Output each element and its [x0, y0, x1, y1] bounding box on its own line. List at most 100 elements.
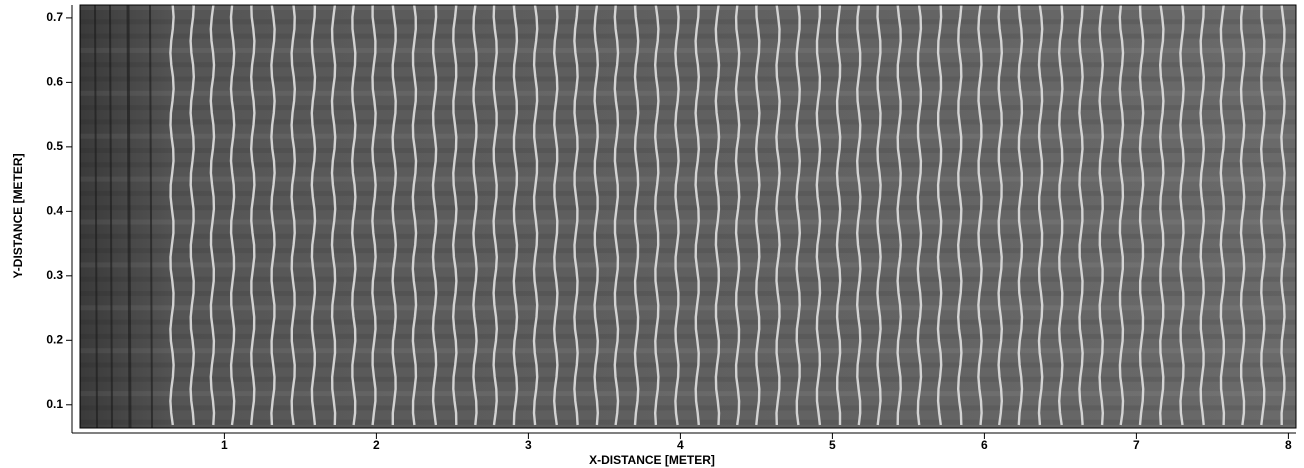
bright-stripe	[1158, 5, 1165, 426]
bright-stripe	[1179, 5, 1185, 426]
bright-stripe	[694, 5, 701, 426]
bright-stripe	[552, 5, 559, 426]
dark-streak	[94, 5, 98, 428]
y-tick-label: 0.2	[46, 332, 63, 346]
dark-streak	[109, 5, 113, 428]
bright-stripe	[613, 5, 620, 426]
bright-stripe	[1078, 5, 1084, 426]
bright-stripe	[916, 5, 923, 426]
bright-stripe	[573, 5, 579, 426]
bright-stripe	[371, 5, 377, 426]
band	[80, 176, 1296, 182]
band	[80, 348, 1296, 354]
band	[80, 419, 1296, 425]
band	[80, 76, 1296, 82]
bright-stripe	[936, 5, 943, 426]
y-tick-label: 0.7	[46, 10, 63, 24]
band	[80, 105, 1296, 111]
y-axis-label: Y-DISTANCE [METER]	[11, 153, 25, 278]
y-tick-label: 0.6	[46, 75, 63, 89]
band	[80, 162, 1296, 168]
band	[80, 219, 1296, 225]
bright-stripe	[350, 5, 357, 426]
bright-stripe	[734, 5, 741, 426]
bright-stripe	[290, 5, 297, 426]
bright-stripe	[229, 5, 236, 426]
band	[80, 190, 1296, 196]
bright-stripe	[633, 5, 640, 426]
bright-stripe	[189, 5, 196, 426]
bright-stripe	[270, 5, 276, 426]
bright-stripe	[472, 5, 478, 426]
x-tick-label: 4	[677, 438, 684, 452]
y-tick-label: 0.5	[46, 139, 63, 153]
bright-stripe	[795, 5, 802, 426]
bright-stripe	[1037, 5, 1044, 426]
band	[80, 62, 1296, 68]
scan-image	[80, 5, 1296, 428]
band	[80, 47, 1296, 53]
bright-stripe	[876, 5, 882, 426]
x-tick-label: 3	[525, 438, 532, 452]
bright-stripe	[431, 5, 438, 426]
bright-stripe	[169, 5, 175, 426]
y-tick-label: 0.1	[46, 397, 63, 411]
bright-stripe	[855, 5, 862, 426]
x-tick-label: 5	[829, 438, 836, 452]
bright-stripe	[977, 5, 983, 426]
bright-stripe	[674, 5, 680, 426]
plot-frame	[79, 4, 1297, 429]
bright-stripe	[1057, 5, 1064, 426]
dark-streak	[126, 5, 132, 428]
bright-stripe	[330, 5, 337, 426]
bright-stripe	[1239, 5, 1246, 426]
bright-stripe	[532, 5, 539, 426]
band	[80, 5, 1296, 10]
x-tick-label: 7	[1133, 438, 1140, 452]
band	[80, 362, 1296, 368]
bright-stripe	[411, 5, 418, 426]
bright-stripe	[593, 5, 600, 426]
band	[80, 119, 1296, 125]
bright-stripe	[1280, 5, 1286, 426]
bright-stripe	[653, 5, 660, 426]
band	[80, 33, 1296, 39]
bright-stripe	[1017, 5, 1024, 426]
band	[80, 333, 1296, 339]
bright-stripe	[714, 5, 721, 426]
bright-stripe	[1259, 5, 1266, 426]
bright-stripe	[835, 5, 842, 425]
x-tick-label: 2	[373, 438, 380, 452]
dark-streak	[149, 5, 153, 428]
bright-stripe	[997, 5, 1004, 426]
bright-stripe	[815, 5, 822, 426]
x-tick-label: 8	[1285, 438, 1292, 452]
band	[80, 405, 1296, 411]
bright-stripe	[310, 5, 317, 426]
bright-stripe	[249, 5, 256, 426]
bright-stripe	[775, 5, 781, 426]
bright-stripe	[451, 5, 458, 426]
bright-stripe	[896, 5, 903, 426]
band	[80, 19, 1296, 25]
band	[80, 291, 1296, 296]
band	[80, 262, 1296, 268]
band	[80, 90, 1296, 96]
x-axis-label: X-DISTANCE [METER]	[589, 453, 715, 467]
bright-stripe	[1098, 5, 1105, 426]
band	[80, 391, 1296, 397]
band	[80, 205, 1296, 211]
bright-stripe	[1219, 5, 1226, 426]
y-tick-label: 0.4	[46, 204, 63, 218]
bright-stripe	[512, 5, 519, 426]
band	[80, 133, 1296, 139]
bright-stripe	[1199, 5, 1206, 426]
bright-stripe	[1138, 5, 1145, 426]
y-tick-label: 0.3	[46, 268, 63, 282]
band	[80, 233, 1296, 239]
band	[80, 376, 1296, 382]
x-tick-label: 6	[981, 438, 988, 452]
bright-stripe	[956, 5, 963, 426]
x-tick-label: 1	[221, 438, 228, 452]
